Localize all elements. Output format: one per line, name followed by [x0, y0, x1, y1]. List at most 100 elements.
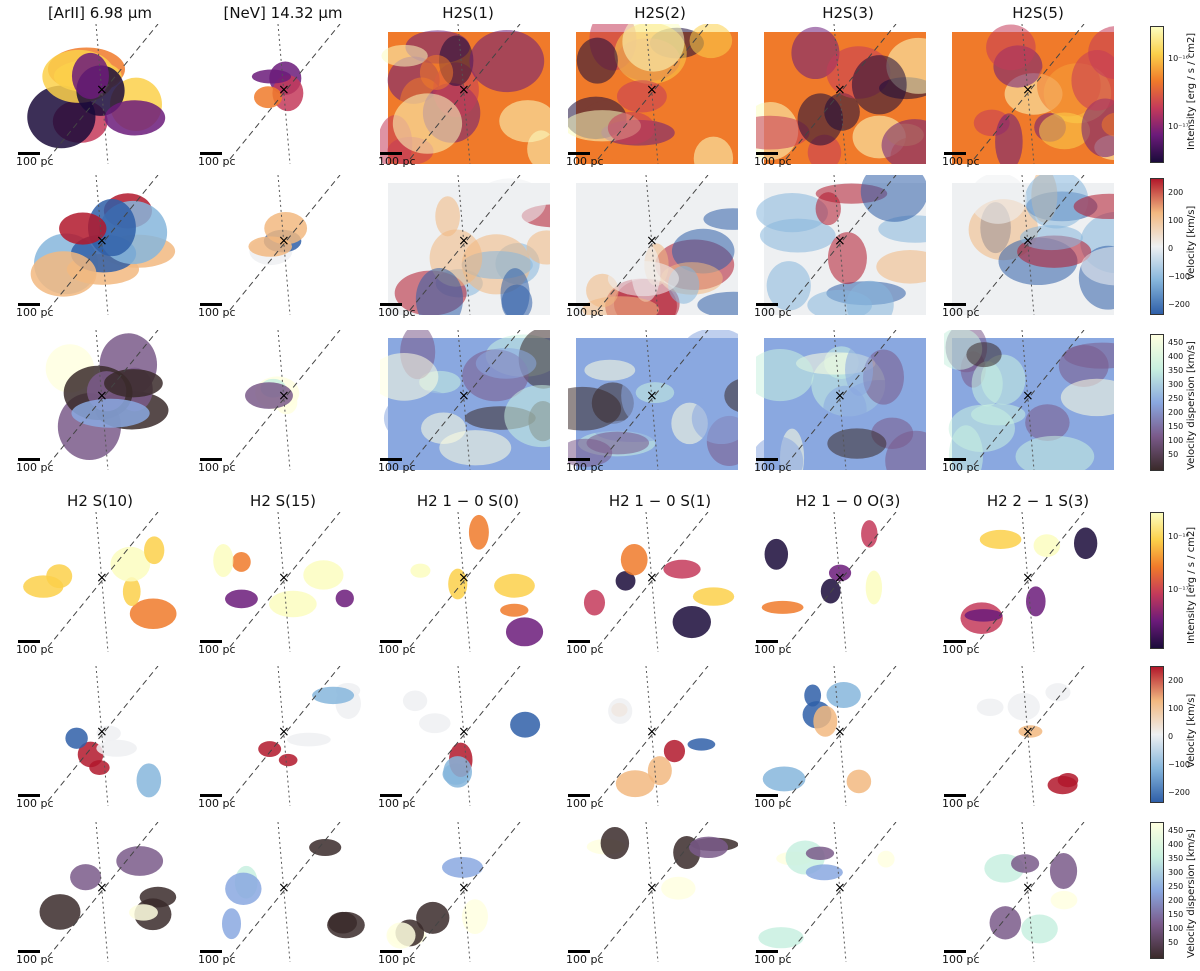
dotted-axis-line — [645, 175, 659, 315]
map-region — [110, 546, 151, 582]
title-h2-10o3: H2 1 − 0 O(3) — [795, 492, 901, 510]
map-region — [264, 212, 308, 245]
dotted-axis-line — [457, 24, 471, 164]
map-region — [416, 901, 450, 934]
dashed-axis-line — [47, 24, 159, 160]
map-region — [1047, 776, 1078, 795]
map-region — [615, 571, 636, 591]
map-region — [415, 268, 463, 315]
map-panel: × — [756, 175, 926, 315]
dotted-axis-line — [645, 330, 659, 470]
scalebar — [568, 640, 590, 643]
dotted-axis-line — [277, 175, 291, 315]
colorbar-dispersion-bottom — [1150, 822, 1164, 959]
map-panel: × — [761, 512, 897, 652]
map-region — [104, 100, 166, 136]
map-panel: × — [762, 666, 897, 806]
map-region — [504, 384, 550, 448]
map-region — [442, 856, 483, 878]
map-region — [568, 386, 622, 431]
cbar-tick: −100 — [1168, 760, 1190, 769]
map-panel: × — [960, 512, 1098, 652]
map-region — [419, 54, 454, 90]
map-region — [969, 175, 1027, 224]
map-region — [761, 600, 804, 614]
map-region — [861, 520, 878, 548]
center-marker: × — [278, 233, 290, 249]
center-marker: × — [278, 82, 290, 98]
map-region — [96, 739, 137, 757]
scalebar-label: 100 pc — [566, 953, 604, 966]
title-h2s1: H2S(1) — [442, 4, 494, 22]
dotted-axis-line — [277, 822, 291, 962]
title-h2s2: H2S(2) — [634, 4, 686, 22]
map-region — [805, 846, 835, 861]
map-region — [827, 232, 867, 285]
map-region — [964, 609, 1003, 622]
map-region — [622, 24, 685, 72]
map-region — [225, 872, 262, 905]
scalebar-label: 100 pc — [198, 643, 236, 656]
scalebar-label: 100 pc — [942, 155, 980, 168]
map-region — [807, 289, 873, 315]
map-region — [1021, 914, 1058, 944]
scalebar-label: 100 pc — [198, 306, 236, 319]
map-panel: × — [45, 330, 169, 470]
map-region — [663, 739, 686, 763]
map-region — [269, 590, 317, 618]
dotted-axis-line — [1021, 330, 1035, 470]
map-region — [697, 291, 738, 315]
center-marker: × — [1022, 724, 1034, 740]
colorbar-intensity-bottom — [1150, 512, 1164, 649]
map-region — [23, 575, 64, 598]
center-marker: × — [278, 388, 290, 404]
cbar-tick: 50 — [1168, 450, 1179, 459]
map-region — [59, 212, 107, 245]
map-region — [607, 111, 656, 145]
map-panel: × — [386, 822, 521, 962]
dashed-axis-line — [409, 24, 521, 160]
cbar-tick: 250 — [1168, 882, 1184, 891]
scalebar-label: 100 pc — [378, 306, 416, 319]
scalebar-label: 100 pc — [378, 155, 416, 168]
map-panel: × — [944, 330, 1114, 470]
map-region — [410, 563, 431, 578]
map-region — [608, 698, 633, 724]
map-region — [494, 573, 535, 598]
map-panel: × — [229, 24, 341, 164]
scalebar — [568, 152, 590, 155]
center-marker: × — [96, 724, 108, 740]
map-region — [620, 543, 648, 576]
cbar-tick: 300 — [1168, 868, 1184, 877]
map-region — [828, 564, 852, 582]
title-h2s10: H2 S(10) — [67, 492, 133, 510]
map-region — [966, 342, 1002, 368]
map-panel: × — [27, 24, 166, 164]
cbar-tick: −100 — [1168, 272, 1190, 281]
dotted-axis-line — [1021, 666, 1035, 806]
dashed-axis-line — [47, 822, 159, 958]
dashed-axis-line — [229, 24, 341, 160]
dotted-axis-line — [1021, 175, 1035, 315]
colorbar-velocity-bottom — [1150, 666, 1164, 803]
map-region — [104, 369, 163, 398]
scalebar — [756, 458, 778, 461]
map-region — [865, 570, 883, 605]
cbar-tick: 10⁻¹⁶ — [1168, 532, 1189, 541]
map-panel: × — [758, 822, 897, 962]
dashed-axis-line — [409, 330, 521, 466]
map-region — [885, 430, 926, 470]
cbar-tick: 0 — [1168, 732, 1174, 741]
dashed-axis-line — [229, 666, 341, 802]
cbar-tick: −200 — [1168, 788, 1190, 797]
map-region — [1045, 683, 1071, 702]
map-region — [881, 119, 926, 164]
map-region — [689, 24, 733, 59]
center-marker: × — [1022, 388, 1034, 404]
dotted-axis-line — [645, 24, 659, 164]
scalebar-label: 100 pc — [198, 461, 236, 474]
dashed-axis-line — [973, 822, 1085, 958]
scalebar — [756, 794, 778, 797]
map-region — [1063, 342, 1114, 369]
cbar-tick: 450 — [1168, 338, 1184, 347]
